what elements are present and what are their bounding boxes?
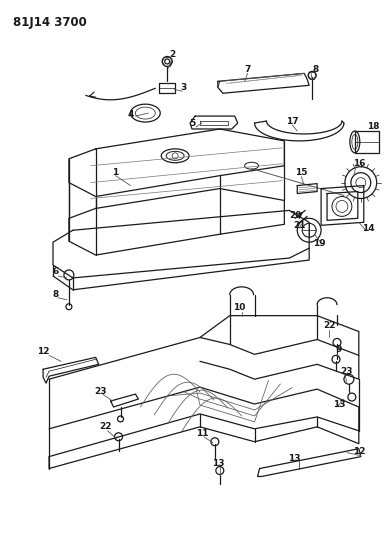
Text: 81J14 3700: 81J14 3700: [13, 16, 87, 29]
Text: 13: 13: [288, 454, 301, 463]
Text: 6: 6: [53, 268, 59, 277]
Circle shape: [345, 167, 377, 198]
Text: 2: 2: [169, 50, 175, 59]
Text: 12: 12: [352, 447, 365, 456]
Text: 14: 14: [363, 224, 375, 233]
Text: 17: 17: [286, 117, 299, 126]
Text: 8: 8: [312, 65, 318, 74]
Text: 5: 5: [189, 118, 195, 127]
Text: 1: 1: [112, 168, 119, 177]
Text: 21: 21: [293, 221, 305, 230]
Text: 13: 13: [333, 400, 345, 408]
Text: 8: 8: [53, 290, 59, 300]
Circle shape: [297, 219, 321, 242]
Text: 12: 12: [37, 347, 49, 356]
Ellipse shape: [245, 162, 259, 169]
Text: 19: 19: [313, 239, 326, 248]
Ellipse shape: [350, 131, 360, 153]
Text: 18: 18: [368, 122, 380, 131]
Text: 3: 3: [180, 83, 186, 92]
Text: 13: 13: [212, 459, 224, 468]
Text: 16: 16: [352, 159, 365, 168]
Text: 20: 20: [289, 211, 301, 220]
Text: 23: 23: [95, 386, 107, 395]
Text: 22: 22: [323, 321, 335, 330]
Text: 7: 7: [244, 65, 251, 74]
Text: 11: 11: [196, 429, 208, 438]
Text: 22: 22: [99, 422, 112, 431]
Text: 15: 15: [295, 168, 307, 177]
Text: 10: 10: [233, 303, 246, 312]
Text: 9: 9: [336, 345, 342, 354]
Text: 4: 4: [127, 110, 134, 119]
Ellipse shape: [161, 149, 189, 163]
Text: 23: 23: [341, 367, 353, 376]
